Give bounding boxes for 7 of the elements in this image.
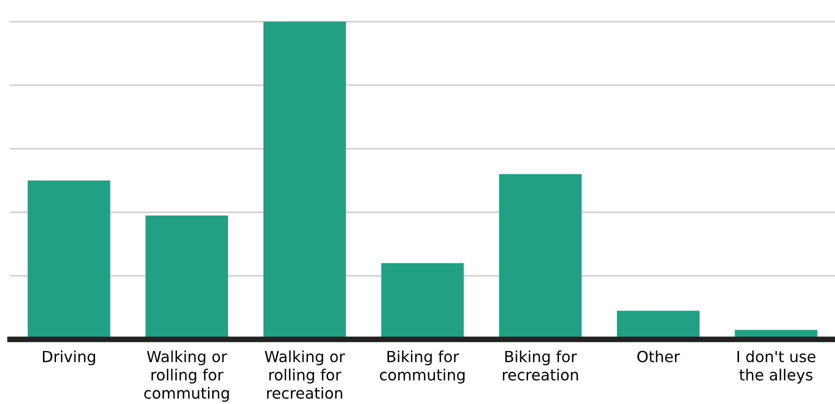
x-tick-label: I don't use the alleys (737, 350, 816, 384)
x-tick-label: Biking for commuting (380, 350, 465, 384)
x-tick-label: Walking or rolling for recreation (264, 350, 346, 399)
x-tick-label: Other (637, 350, 680, 362)
x-tick-label: Biking for recreation (502, 350, 578, 381)
x-tick-label: Driving (42, 350, 96, 366)
x-tick-label: Walking or rolling for commuting (144, 350, 229, 402)
